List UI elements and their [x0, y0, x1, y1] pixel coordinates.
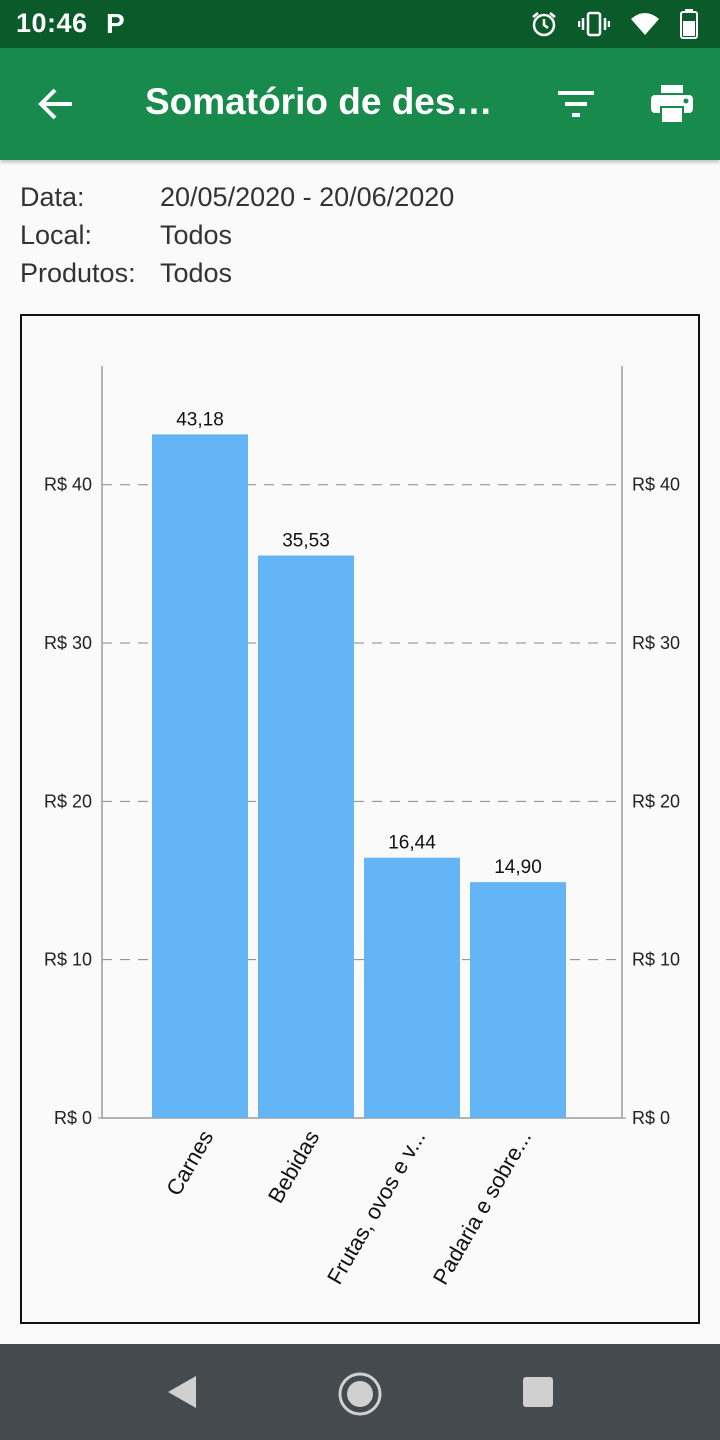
bar-value-label: 43,18	[176, 409, 224, 430]
print-button[interactable]	[646, 78, 698, 130]
category-label: Frutas, ovos e v...	[322, 1126, 430, 1289]
status-time: 10:46	[16, 8, 88, 38]
nav-back-icon[interactable]	[160, 1368, 204, 1416]
y-tick-label-left: R$ 20	[44, 791, 92, 811]
app-bar: Somatório de despesas	[0, 48, 720, 160]
battery-icon	[680, 9, 698, 44]
y-tick-label-left: R$ 0	[54, 1108, 92, 1128]
nav-recents-icon[interactable]	[520, 1374, 556, 1410]
y-tick-label-left: R$ 30	[44, 633, 92, 653]
status-bar: 10:46 P	[0, 0, 720, 48]
vibrate-icon	[577, 10, 611, 43]
print-icon	[651, 85, 693, 123]
bar-1	[152, 434, 248, 1118]
filter-label: Produtos:	[20, 258, 136, 288]
page-title: Somatório de despesas	[145, 81, 515, 122]
filter-value: Todos	[160, 220, 233, 250]
system-nav-bar	[0, 1344, 720, 1440]
bar-value-label: 14,90	[494, 857, 542, 878]
bar-chart-svg: R$ 0 R$ 0 R$ 10 R$ 10 R$ 20 R$ 20 R$ 30 R$ 30 R$…	[44, 366, 680, 1289]
y-tick-label-right: R$ 0	[632, 1108, 670, 1128]
filter-label: Data:	[20, 182, 85, 212]
filter-value: 20/05/2020 - 20/06/2020	[160, 182, 455, 212]
y-tick-label-left: R$ 40	[44, 475, 92, 495]
alarm-icon	[530, 10, 558, 43]
category-label: Bebidas	[263, 1126, 324, 1207]
bar-value-label: 16,44	[388, 833, 436, 854]
y-tick-label-right: R$ 40	[632, 475, 680, 495]
filter-value: Todos	[160, 258, 233, 288]
wifi-icon	[630, 11, 660, 42]
parking-app-icon: P	[106, 8, 125, 39]
y-tick-label-right: R$ 20	[632, 791, 680, 811]
category-label: Padaria e sobre...	[428, 1126, 536, 1289]
expense-chart[interactable]: R$ 0 R$ 0 R$ 10 R$ 10 R$ 20 R$ 20 R$ 30 R$ 30 R$…	[20, 314, 700, 1324]
nav-home-icon[interactable]	[336, 1370, 384, 1418]
y-tick-label-right: R$ 30	[632, 633, 680, 653]
arrow-back-icon	[38, 88, 72, 120]
y-tick-label-right: R$ 10	[632, 950, 680, 970]
filter-label: Local:	[20, 220, 93, 250]
back-button[interactable]	[30, 80, 82, 128]
bar-4	[470, 882, 566, 1118]
category-label: Carnes	[161, 1126, 218, 1200]
bar-value-label: 35,53	[282, 531, 330, 552]
filter-button[interactable]	[552, 80, 600, 128]
bar-2	[258, 555, 354, 1118]
y-tick-label-left: R$ 10	[44, 950, 92, 970]
filter-icon	[558, 91, 594, 117]
bar-3	[364, 857, 460, 1118]
